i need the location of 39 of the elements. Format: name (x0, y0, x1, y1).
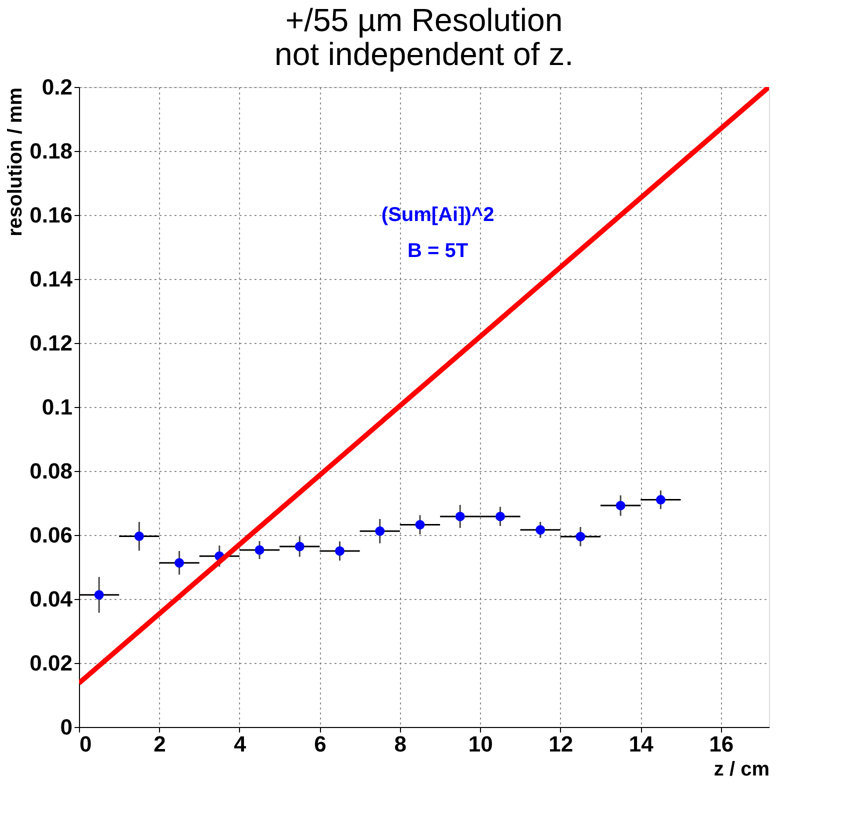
point (94, 590, 104, 600)
point (495, 512, 505, 522)
point (174, 558, 184, 568)
annotation: B = 5T (408, 240, 468, 262)
point (656, 495, 666, 505)
y-tick-label: 0.04 (30, 586, 74, 612)
chart-title: +/55 µm Resolution not independent of z. (274, 2, 574, 72)
annotation: (Sum[Ai])^2 (381, 204, 494, 226)
x-tick-label: 6 (314, 732, 326, 756)
point (335, 546, 344, 556)
y-tick-label: 0.16 (30, 202, 72, 228)
x-tick-label: 2 (154, 732, 166, 756)
y-tick-label: 0 (60, 714, 72, 740)
y-tick-label: 0.18 (30, 138, 72, 164)
point (134, 532, 144, 542)
x-tick-label: 0 (80, 732, 92, 756)
x-axis-title: z / cm (714, 758, 770, 780)
point (616, 500, 626, 510)
point (254, 545, 264, 555)
y-tick-label: 0.08 (30, 458, 72, 484)
y-axis-title: resolution / mm (4, 88, 27, 236)
x-tick-label: 10 (468, 732, 493, 756)
x-tick-label: 16 (709, 732, 734, 756)
point (576, 532, 586, 542)
y-tick-label: 0.12 (30, 330, 72, 356)
y-tick-label: 0.2 (42, 74, 72, 100)
point (455, 512, 465, 522)
x-tick-label: 12 (548, 732, 574, 756)
x-tick-label: 14 (628, 732, 654, 756)
x-tick-label: 8 (394, 732, 407, 756)
y-tick-label: 0.06 (30, 522, 72, 548)
x-tick-label: 4 (234, 732, 247, 756)
point (536, 525, 546, 535)
point (415, 520, 425, 530)
point (375, 526, 385, 536)
y-tick-label: 0.14 (30, 266, 74, 292)
point (294, 542, 304, 552)
y-tick-label: 0.1 (42, 394, 72, 420)
y-tick-label: 0.02 (30, 650, 72, 676)
